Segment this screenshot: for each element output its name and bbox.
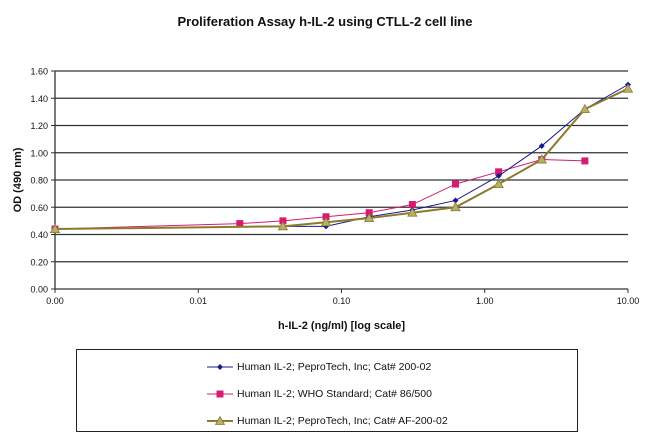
series-line — [54, 84, 629, 230]
x-tick-label: 1.00 — [476, 296, 494, 306]
y-tick-label: 1.20 — [30, 121, 48, 131]
y-tick-label: 0.00 — [30, 285, 48, 295]
y-tick-label: 0.80 — [30, 176, 48, 186]
legend-item: Human IL-2; PeproTech, Inc; Cat# 200-02 — [207, 360, 431, 374]
legend-label: Human IL-2; PeproTech, Inc; Cat# AF-200-… — [237, 415, 448, 427]
legend-triangle-icon — [207, 416, 233, 425]
y-tick-label: 1.00 — [30, 148, 48, 158]
data-point — [49, 223, 61, 233]
data-point — [277, 221, 289, 231]
data-point — [579, 103, 591, 114]
x-tick-label: 0.00 — [46, 296, 64, 306]
series-line — [54, 87, 629, 231]
y-axis-label: OD (490 nm) — [12, 147, 24, 212]
x-tick-label: 10.00 — [617, 296, 640, 306]
x-tick-label: 0.01 — [189, 296, 207, 306]
series-line — [54, 159, 585, 230]
data-point — [408, 201, 416, 209]
y-tick-label: 1.40 — [30, 94, 48, 104]
series-2 — [51, 156, 589, 233]
legend-diamond-icon — [207, 364, 233, 370]
data-point — [279, 217, 287, 225]
data-point — [363, 212, 375, 223]
legend-label: Human IL-2; PeproTech, Inc; Cat# 200-02 — [237, 361, 432, 373]
data-point — [495, 172, 502, 179]
chart-title: Proliferation Assay h-IL-2 using CTLL-2 … — [177, 14, 473, 29]
data-point — [581, 157, 589, 165]
legend-marker — [217, 364, 223, 370]
legend-label: Human IL-2; WHO Standard; Cat# 86/500 — [237, 388, 432, 400]
data-point — [322, 213, 330, 221]
data-point — [536, 154, 547, 164]
data-point — [450, 201, 461, 212]
legend-marker — [214, 416, 226, 425]
legend-marker — [216, 390, 224, 398]
data-point — [538, 142, 545, 149]
series-3 — [49, 83, 634, 233]
y-tick-label: 0.60 — [30, 203, 48, 213]
legend-item: Human IL-2; PeproTech, Inc; Cat# AF-200-… — [207, 414, 448, 428]
data-point — [452, 180, 460, 188]
y-tick-label: 0.20 — [30, 257, 48, 267]
data-point — [493, 178, 504, 188]
data-point — [622, 83, 634, 93]
legend: Human IL-2; PeproTech, Inc; Cat# 200-02 H… — [76, 349, 578, 432]
data-point — [236, 220, 244, 228]
y-tick-label: 1.60 — [30, 67, 48, 77]
data-point — [320, 216, 332, 227]
y-tick-label: 0.40 — [30, 230, 48, 240]
data-point — [365, 209, 373, 217]
chart-plot: 0.00 0.20 0.40 0.60 0.80 1.00 1.20 1.40 1.60 0.00… — [12, 67, 640, 333]
legend-item: Human IL-2; WHO Standard; Cat# 86/500 — [207, 387, 432, 401]
data-point — [452, 197, 459, 204]
legend-square-icon — [207, 390, 233, 398]
x-axis-label: h-IL-2 (ng/ml) [log scale] — [278, 320, 405, 332]
data-point — [407, 207, 418, 217]
x-tick-label: 0.10 — [333, 296, 351, 306]
data-point — [495, 168, 503, 176]
